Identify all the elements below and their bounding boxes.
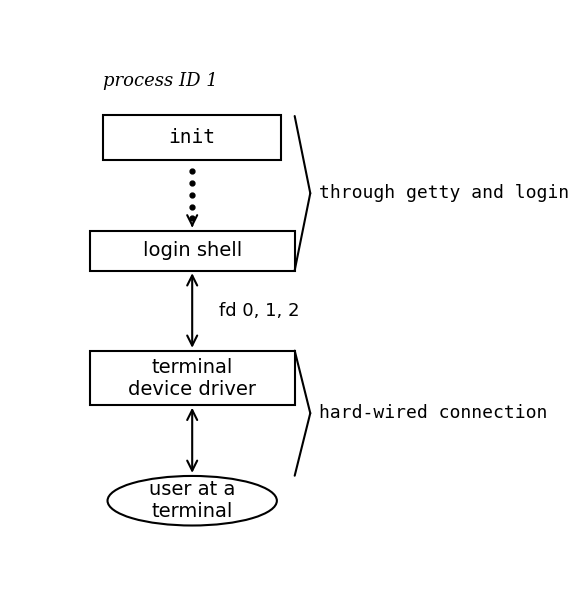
FancyBboxPatch shape (103, 115, 281, 160)
Text: process ID 1: process ID 1 (103, 72, 218, 90)
Ellipse shape (108, 476, 277, 525)
FancyBboxPatch shape (90, 351, 295, 405)
Text: login shell: login shell (143, 241, 242, 260)
FancyBboxPatch shape (90, 230, 295, 270)
Text: hard-wired connection: hard-wired connection (319, 405, 547, 422)
Text: init: init (168, 128, 216, 147)
Text: fd 0, 1, 2: fd 0, 1, 2 (219, 302, 300, 319)
Text: user at a
terminal: user at a terminal (149, 480, 235, 521)
Text: terminal
device driver: terminal device driver (128, 357, 256, 398)
Text: through getty and login: through getty and login (319, 184, 569, 202)
